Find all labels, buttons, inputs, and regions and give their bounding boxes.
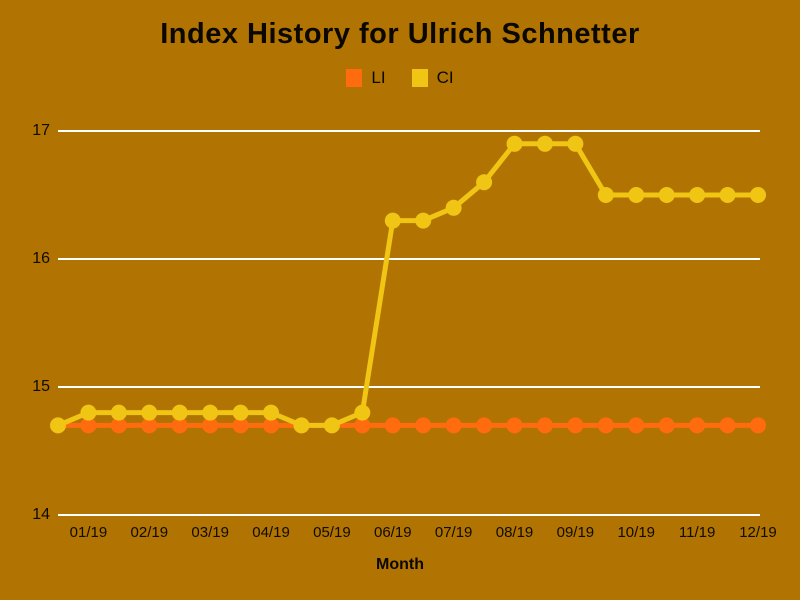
series-ci-point <box>506 135 523 152</box>
series-li-point <box>232 417 249 434</box>
series-ci-point <box>689 187 706 203</box>
series-ci-point <box>750 187 766 203</box>
x-tick-label: 05/19 <box>313 524 351 541</box>
series-li-point <box>263 417 280 434</box>
series-li-point <box>536 417 553 434</box>
series-ci-point <box>384 212 401 229</box>
series-ci-point <box>567 135 584 152</box>
series-li-point <box>202 417 219 434</box>
series-li-point <box>384 417 401 434</box>
series-li-point <box>628 417 645 434</box>
series-ci-point <box>719 187 736 203</box>
series-ci-point <box>80 404 97 421</box>
series-li-point <box>506 417 523 434</box>
x-axis-title: Month <box>376 556 424 573</box>
series-ci-point <box>141 404 158 421</box>
x-tick-label: 06/19 <box>374 524 412 541</box>
series-li-point <box>597 417 614 434</box>
legend-swatch-li <box>346 69 363 87</box>
y-tick-label: 15 <box>32 378 50 395</box>
series-ci-point <box>202 404 219 421</box>
series-ci-point <box>536 135 553 152</box>
series-ci-point <box>658 187 675 203</box>
x-tick-label: 04/19 <box>252 524 290 541</box>
series-li-point <box>567 417 584 434</box>
legend-label-ci: CI <box>436 68 454 87</box>
y-tick-label: 17 <box>32 122 50 139</box>
series-li-point <box>141 417 158 434</box>
x-tick-label: 09/19 <box>556 524 595 541</box>
series-ci-point <box>232 404 249 421</box>
series-ci-point <box>110 404 127 421</box>
legend-item-ci: CI <box>411 68 454 88</box>
series-li-point <box>171 417 188 434</box>
x-tick-label: 11/19 <box>678 524 716 541</box>
series-ci-point <box>323 417 340 434</box>
series-li-point <box>689 417 706 434</box>
x-tick-label: 07/19 <box>434 524 473 541</box>
x-tick-label: 08/19 <box>495 524 534 541</box>
series-li-point <box>445 417 462 434</box>
series-ci-point <box>354 404 371 421</box>
series-li-point <box>415 417 432 434</box>
x-tick-label: 01/19 <box>69 524 108 541</box>
legend: LI CI <box>0 68 800 88</box>
series-ci-point <box>293 417 310 434</box>
y-tick-label: 14 <box>32 506 50 523</box>
legend-label-li: LI <box>371 68 386 87</box>
series-li-point <box>658 417 675 434</box>
x-tick-label: 10/19 <box>617 524 656 541</box>
chart-title: Index History for Ulrich Schnetter <box>160 18 640 50</box>
series-ci-line <box>57 141 758 428</box>
series-li-point <box>476 417 493 434</box>
series-ci-point <box>628 187 645 203</box>
series-li-point <box>750 417 766 434</box>
series-ci-point <box>171 404 188 421</box>
series-ci-point <box>597 187 614 203</box>
legend-item-li: LI <box>346 68 386 88</box>
series-li-point <box>354 417 371 434</box>
series-ci-point <box>476 174 493 191</box>
series-li-point <box>80 417 97 434</box>
y-tick-label: 16 <box>32 250 50 267</box>
x-tick-label: 12/19 <box>739 524 777 541</box>
series-ci-point <box>445 199 462 216</box>
x-tick-label: 03/19 <box>191 524 229 541</box>
series-li-point <box>110 417 127 434</box>
x-tick-label: 02/19 <box>130 524 169 541</box>
series-ci-point <box>415 212 432 229</box>
legend-swatch-ci <box>411 69 428 87</box>
series-li-point <box>719 417 736 434</box>
series-ci-point <box>263 404 280 421</box>
series-ci-point <box>50 417 66 434</box>
